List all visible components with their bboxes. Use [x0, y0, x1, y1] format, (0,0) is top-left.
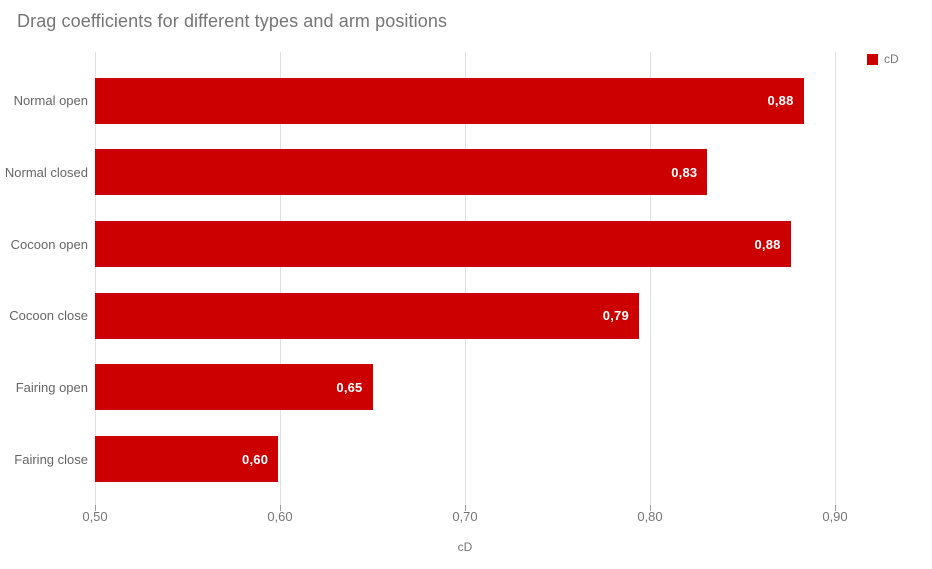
bar[interactable]: 0,88	[95, 77, 804, 124]
category-label: Cocoon open	[10, 236, 88, 252]
axis-tick	[94, 505, 96, 511]
x-axis-title: cD	[457, 540, 473, 554]
bar-value-label: 0,79	[602, 308, 629, 324]
axis-tick	[834, 505, 836, 511]
x-tick-label: 0,80	[637, 509, 663, 524]
gridline	[649, 52, 651, 505]
gridline	[834, 52, 836, 505]
legend[interactable]: cD	[867, 52, 899, 66]
gridline	[279, 52, 281, 505]
plot-area: 0,50 0,60 0,70 0,80 0,90 Normal open 0,88 Norma…	[5, 52, 848, 524]
bar-value-label: 0,60	[242, 451, 269, 467]
category-label: Cocoon close	[9, 308, 88, 324]
legend-swatch-icon	[867, 53, 878, 65]
gridline	[464, 52, 466, 505]
gridline	[94, 52, 96, 505]
x-tick-label: 0,60	[267, 509, 293, 524]
bar-value-label: 0,88	[767, 93, 794, 109]
chart-title: Drag coefficients for different types an…	[17, 11, 448, 31]
axis-tick	[649, 505, 651, 511]
bar-value-label: 0,88	[754, 236, 781, 252]
bar-value-label: 0,65	[336, 379, 363, 395]
bar[interactable]: 0,88	[95, 221, 791, 268]
category-label: Normal open	[13, 93, 88, 109]
x-tick-label: 0,90	[822, 509, 848, 524]
bar-value-label: 0,83	[671, 164, 698, 180]
bar[interactable]: 0,83	[95, 149, 708, 196]
axis-tick	[464, 505, 466, 511]
category-label: Normal closed	[4, 164, 88, 180]
legend-label: cD	[884, 52, 899, 66]
bar[interactable]: 0,60	[95, 436, 279, 483]
bar[interactable]: 0,79	[95, 292, 639, 339]
axis-tick	[279, 505, 281, 511]
x-tick-label: 0,70	[452, 509, 478, 524]
x-tick-label: 0,50	[82, 509, 108, 524]
bar[interactable]: 0,65	[95, 364, 373, 411]
category-label: Fairing close	[14, 451, 88, 467]
category-label: Fairing open	[15, 379, 88, 395]
